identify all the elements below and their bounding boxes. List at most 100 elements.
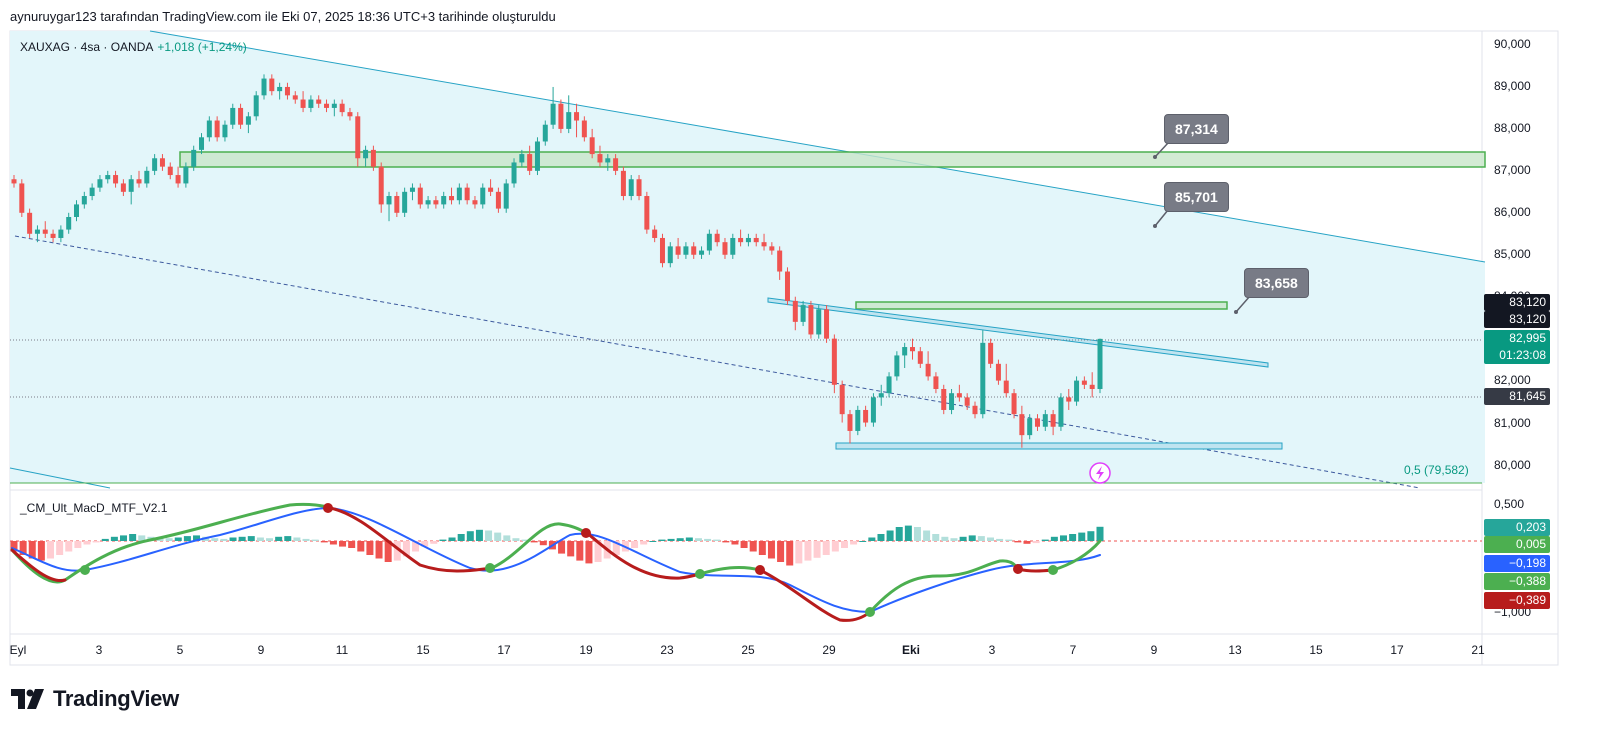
signal-line-up [868,559,1020,614]
candle-body [675,246,681,255]
time-tick: 3 [95,643,103,657]
time-tick: 5 [176,643,184,657]
candle-body [949,393,955,410]
macd-histogram-bar [859,541,867,542]
macd-histogram-bar [1087,531,1095,541]
macd-histogram-bar [968,535,976,541]
candle-body [66,216,72,230]
symbol-legend[interactable]: XAUXAG · 4sa · OANDA +1,018 (+1,24%) [20,40,247,54]
candle-body [730,237,736,255]
candle-body [409,187,415,192]
macd-histogram-bar [913,527,921,541]
candle-body [128,179,134,192]
price-tick: 88,000 [1494,121,1531,135]
candle-body [909,347,915,352]
candle-body [550,103,556,125]
macd-histogram-bar [329,541,337,545]
callout-85701-pointer [1154,209,1169,227]
price-label-countdown: 01:23:08 [1484,347,1550,364]
candle-body [534,141,540,171]
tradingview-logo-icon [11,689,44,709]
candle-body [863,409,869,423]
macd-histogram-bar [576,541,584,561]
candle-body [917,351,923,364]
tradingview-logo[interactable]: TradingView [11,686,179,712]
candle-body [495,191,501,209]
candle-body [378,166,384,205]
callout-85701-anchor [1153,224,1157,228]
candle-body [472,200,478,205]
candle-body [269,78,275,92]
candle-body [253,95,259,117]
time-tick: 25 [741,643,755,657]
price-change: +1,018 (+1,24%) [157,40,247,54]
indicator-name[interactable]: _CM_Ult_MacD_MTF_V2.1 [20,501,168,515]
candle-body [370,149,376,167]
macd-histogram-bar [247,536,255,541]
macd-histogram-bar [1069,534,1077,541]
candle-body [425,200,431,205]
candle-body [308,99,314,108]
candle-body [644,196,650,230]
candle-body [894,355,900,377]
callout-83658[interactable]: 83,658 [1244,268,1309,298]
callout-87314[interactable]: 87,314 [1164,114,1229,144]
candle-body [964,397,970,406]
channel-fill [10,31,1485,483]
macd-histogram-bar [457,534,465,541]
candle-body [722,242,728,255]
candle-body [769,246,775,251]
candle-body [480,187,486,205]
candle-body [1058,397,1064,427]
macd-indicator [10,502,1104,622]
macd-histogram-bar [384,541,392,562]
macd-histogram-bar [174,537,182,541]
time-tick-month: Eki [901,643,921,657]
macd-histogram-bar [950,538,958,541]
candle-body [284,86,290,96]
macd-histogram-bar [895,527,903,541]
candle-body [1074,380,1080,402]
macd-histogram-bar [804,541,812,561]
macd-histogram-bar [56,541,64,555]
wedge-lower-band[interactable] [835,442,1283,450]
macd-histogram-bar [92,541,100,543]
candle-body [11,179,17,184]
candle-body [597,154,603,163]
candle-body [519,154,525,163]
macd-histogram-bar [722,541,730,543]
candle-body [995,363,1001,381]
macd-cross-dot [1013,564,1023,574]
macd-histogram-bar [183,536,191,541]
macd-histogram-bar [47,541,55,559]
macd-histogram-bar [694,538,702,541]
macd-histogram-bar [713,539,721,541]
macd-histogram-bar [211,538,219,541]
macd-histogram-bar [10,541,18,552]
candle-body [214,120,220,138]
signal-line-down [328,506,494,573]
candle-body [27,212,33,234]
macd-histogram-bar [402,541,410,557]
candle-body [941,388,947,410]
macd-cross-dot [695,569,705,579]
alert-lightning-icon[interactable] [1089,462,1111,484]
macd-histogram-bar [1096,526,1104,541]
candle-body [230,107,236,125]
macd-histogram-bar [977,536,985,541]
candle-body [870,397,876,423]
resistance-zone-838[interactable] [855,301,1228,310]
macd-histogram-bar [366,541,374,555]
macd-histogram-bar [1005,539,1013,541]
signal-line-down [758,568,872,622]
macd-histogram-bar [439,539,447,541]
candlestick-series [11,74,1103,448]
macd-histogram-bar [1023,541,1031,544]
time-tick: 19 [579,643,593,657]
macd-histogram-bar [667,538,675,541]
callout-85701[interactable]: 85,701 [1164,182,1229,212]
resistance-zone-87[interactable] [179,151,1486,168]
macd-histogram-bar [840,541,848,548]
candle-body [925,363,931,377]
